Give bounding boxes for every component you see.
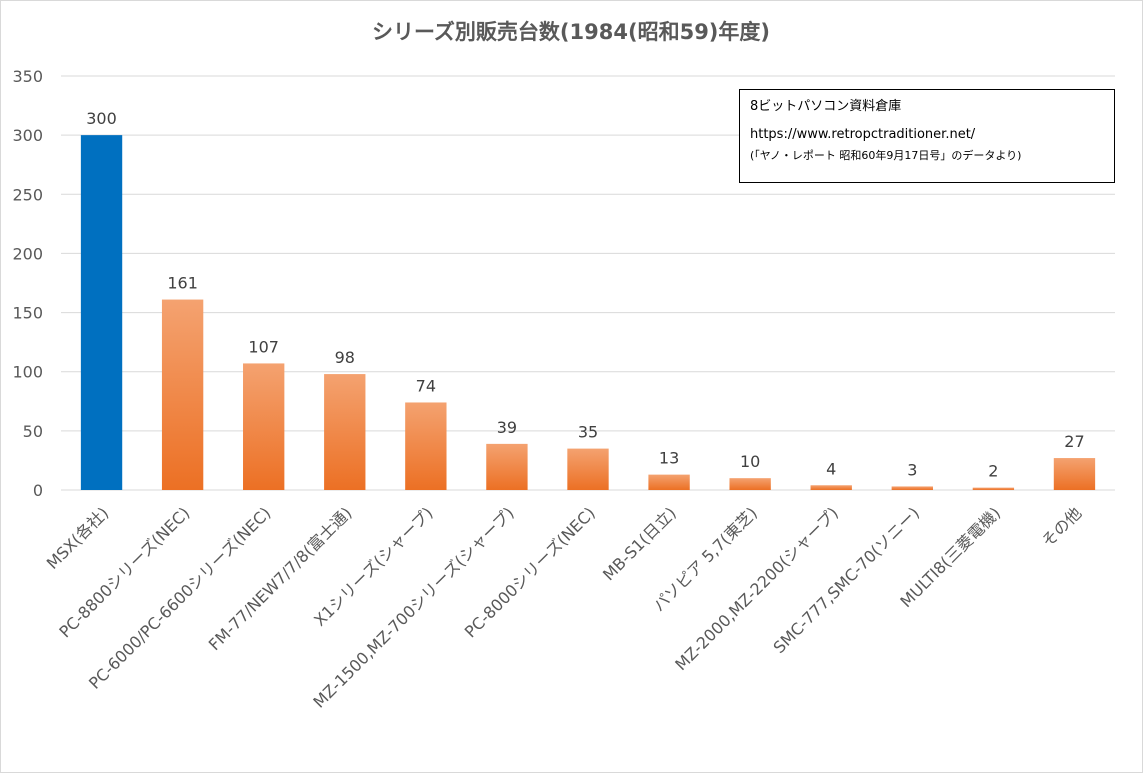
bar [243,363,285,490]
bar [486,443,528,490]
data-label: 35 [578,423,598,442]
category-label: その他 [1038,503,1085,550]
data-label: 27 [1064,432,1084,451]
data-label: 10 [740,452,760,471]
data-label: 74 [416,376,436,395]
bar [648,474,690,490]
bar [324,374,366,490]
category-label: SMC-777,SMC-70(ソニー) [769,503,923,657]
category-label: PC-8000シリーズ(NEC) [461,503,599,641]
category-label: MZ-2000,MZ-2200(シャープ) [671,503,842,674]
y-tick-label: 200 [12,244,43,263]
data-label: 3 [907,460,917,479]
data-labels: 300 161 107 98 74 39 35 13 10 4 3 2 27 [86,109,1084,480]
chart-title: シリーズ別販売台数(1984(昭和59)年度) [372,20,770,44]
bar [80,135,123,490]
source-note-box: 8ビットパソコン資料倉庫 https://www.retropctraditio… [739,89,1115,183]
category-label: FM-77/NEW7/7/8(富士通) [205,503,356,654]
data-label: 300 [86,109,117,128]
y-tick-label: 350 [12,67,43,86]
source-note-title: 8ビットパソコン資料倉庫 [750,99,902,114]
category-label: MSX(各社) [43,503,113,573]
data-label: 98 [335,348,355,367]
y-tick-label: 300 [12,126,43,145]
bar [405,402,447,490]
data-label: 39 [497,418,517,437]
y-axis-ticks: 0 50 100 150 200 250 300 350 [12,67,43,500]
source-note-url: https://www.retropctraditioner.net/ [750,127,976,142]
y-tick-label: 250 [12,185,43,204]
data-label: 4 [826,459,836,478]
y-tick-label: 150 [12,304,43,323]
x-axis-categories: MSX(各社)PC-8800シリーズ(NEC)PC-6000/PC-6600シリ… [43,503,1086,711]
bar [161,299,204,490]
bar [972,487,1015,490]
bars [80,135,1096,490]
bar [891,486,933,490]
y-tick-label: 100 [12,363,43,382]
data-label: 107 [248,337,279,356]
y-tick-label: 50 [23,422,43,441]
bar [729,478,771,490]
category-label: PC-8800シリーズ(NEC) [55,503,193,641]
bar [567,448,609,490]
source-note-reference: (「ヤノ・レポート 昭和60年9月17日号」のデータより) [750,149,1022,162]
category-label: MB-S1(日立) [599,503,680,584]
bar [1053,458,1096,490]
data-label: 2 [988,462,998,481]
data-label: 161 [167,274,198,293]
bar [810,485,852,490]
data-label: 13 [659,449,679,468]
y-tick-label: 0 [33,481,43,500]
